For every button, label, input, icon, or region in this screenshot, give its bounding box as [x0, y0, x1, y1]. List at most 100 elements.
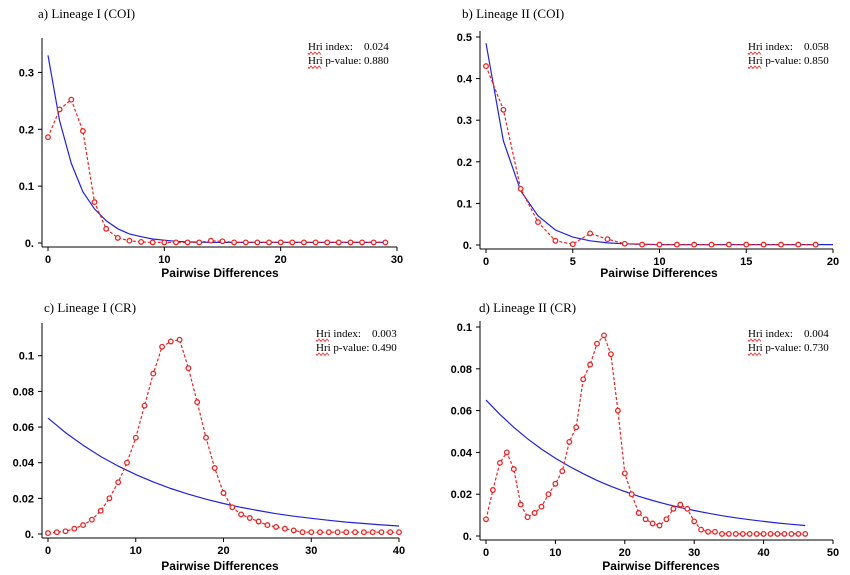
observed-curve	[485, 334, 806, 535]
observed-point	[566, 438, 573, 445]
model-curve	[47, 55, 386, 243]
observed-point	[496, 459, 503, 466]
x-tick-label: 20	[275, 254, 287, 266]
observed-point	[642, 516, 649, 523]
x-tick-label: 50	[827, 547, 839, 559]
x-axis-label: Pairwise Differences	[161, 559, 279, 573]
model-curve	[485, 399, 806, 527]
y-tick-label: 0.2	[457, 157, 472, 169]
observed-point	[56, 106, 63, 113]
observed-point	[149, 239, 156, 246]
y-tick-label: 0.3	[19, 67, 34, 79]
observed-point	[231, 239, 238, 246]
observed-point	[587, 230, 594, 237]
observed-point	[594, 340, 600, 347]
observed-point	[312, 239, 319, 246]
y-tick-label: 0.	[463, 531, 472, 543]
observed-point	[795, 530, 802, 537]
observed-point	[203, 434, 209, 441]
observed-point	[299, 529, 306, 536]
observed-point	[500, 106, 507, 113]
observed-point	[552, 237, 559, 244]
observed-point	[489, 487, 496, 493]
observed-point	[246, 515, 253, 521]
observed-point	[621, 240, 628, 247]
observed-point	[746, 530, 753, 537]
observed-point	[635, 510, 642, 516]
observed-point	[382, 239, 389, 246]
observed-point	[352, 529, 359, 536]
spellcheck-underline	[315, 352, 330, 357]
observed-point	[524, 514, 531, 521]
y-tick-label: 0.4	[457, 74, 473, 86]
observed-point	[91, 199, 98, 206]
observed-point	[185, 365, 192, 372]
x-axis-label: Pairwise Differences	[161, 266, 279, 280]
observed-point	[360, 529, 367, 536]
observed-point	[255, 518, 262, 525]
observed-point	[264, 522, 271, 529]
observed-point	[774, 530, 781, 537]
observed-point	[510, 466, 517, 473]
observed-point	[538, 503, 545, 510]
panel-title: d) Lineage II (CR)	[479, 300, 576, 315]
chart-panel-2: b) Lineage II (COI) 0 5 10 15 20 0. 0.1 0.2 0.3 0.…	[457, 6, 839, 280]
observed-point	[587, 361, 594, 368]
observed-point	[656, 522, 663, 529]
observed-point	[79, 128, 86, 134]
observed-point	[229, 504, 236, 511]
observed-point	[656, 241, 663, 248]
observed-point	[535, 219, 541, 226]
observed-point	[45, 530, 51, 537]
y-tick-label: 0.08	[13, 386, 34, 398]
observed-point	[663, 516, 670, 523]
spellcheck-underline	[747, 51, 762, 56]
y-tick-label: 0.	[25, 238, 34, 250]
observed-point	[739, 530, 746, 537]
y-tick-label: 0.02	[451, 489, 472, 501]
observed-point	[184, 239, 191, 246]
x-tick-label: 5	[570, 256, 576, 268]
observed-point	[219, 238, 226, 245]
x-tick-label: 10	[653, 256, 665, 268]
y-tick-label: 0.06	[451, 406, 472, 418]
x-tick-label: 10	[158, 254, 170, 266]
observed-point	[483, 63, 489, 70]
observed-point	[531, 510, 538, 516]
chart-panel-3: c) Lineage I (CR) 0 10 20 30 40 0. 0.02 0.04 0.06…	[13, 300, 406, 573]
x-tick-label: 30	[391, 254, 403, 266]
observed-point	[176, 336, 183, 343]
observed-point	[621, 470, 628, 477]
y-tick-label: 0.04	[451, 447, 473, 459]
chart-panel-1: a) Lineage I (COI) 0 10 20 30 0. 0.1 0.2 0.3 Pair…	[19, 6, 403, 280]
y-tick-label: 0.02	[13, 493, 34, 505]
observed-point	[691, 241, 698, 248]
hri-index-label: Hri index:	[748, 328, 793, 340]
observed-point	[649, 520, 656, 527]
observed-point	[559, 468, 566, 475]
y-tick-label: 0.08	[451, 364, 472, 376]
spellcheck-underline	[307, 65, 322, 70]
observed-point	[242, 239, 249, 246]
observed-point	[483, 516, 489, 523]
observed-point	[743, 241, 750, 248]
observed-point	[161, 239, 168, 246]
hri-pvalue-label: Hri p-value:	[748, 342, 801, 354]
observed-point	[220, 490, 227, 496]
x-tick-label: 20	[619, 547, 631, 559]
observed-point	[725, 530, 732, 537]
x-tick-label: 20	[217, 545, 229, 557]
observed-point	[71, 525, 78, 532]
observed-point	[106, 495, 113, 502]
observed-point	[167, 338, 174, 345]
model-curve	[485, 43, 833, 246]
hri-pvalue-value: 0.880	[364, 55, 389, 67]
observed-point	[604, 236, 611, 243]
observed-point	[300, 239, 307, 246]
observed-point	[114, 234, 121, 241]
observed-point	[767, 530, 774, 537]
